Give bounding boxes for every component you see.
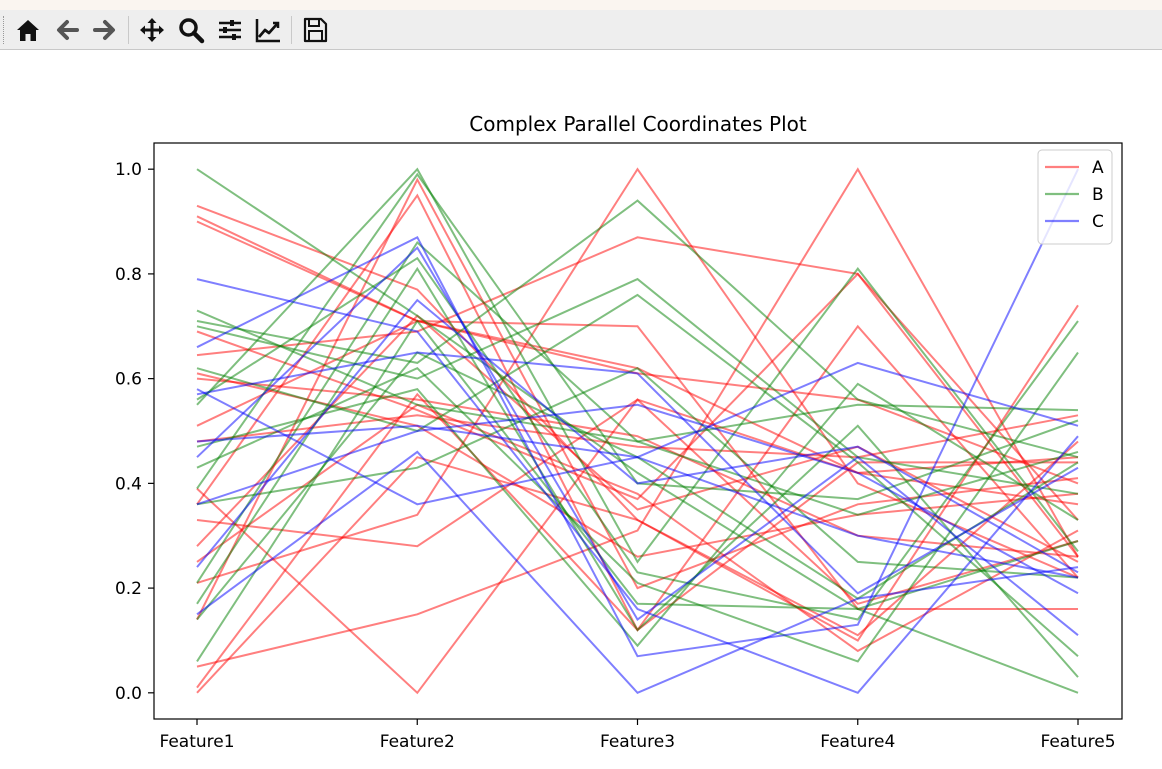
y-axis: 0.0 0.2 0.4 0.6 0.8 1.0	[115, 160, 154, 704]
series-line-B	[196, 382, 1079, 648]
x-axis: Feature1 Feature2 Feature3 Feature4 Feature5	[159, 719, 1116, 752]
line-chart-icon	[255, 19, 280, 43]
series-line-A	[196, 272, 1079, 558]
series-line-B	[196, 240, 1079, 584]
x-tick-label: Feature1	[159, 732, 234, 752]
legend-label-A: A	[1092, 158, 1104, 178]
series-line-C	[196, 351, 1079, 595]
series-line-B	[196, 319, 1079, 662]
legend-label-B: B	[1092, 185, 1104, 205]
series-line-C	[196, 246, 1079, 636]
floppy-disk-icon	[303, 17, 328, 43]
series-line-B	[196, 367, 1079, 579]
back-button[interactable]	[50, 13, 84, 47]
series-line-A	[196, 398, 1079, 695]
y-tick-label: 0.2	[115, 579, 142, 599]
arrow-right-icon	[93, 20, 115, 40]
arrow-left-icon	[57, 20, 79, 40]
series-line-C	[196, 278, 1079, 694]
y-tick-label: 0.0	[115, 684, 142, 704]
configure-subplots-button[interactable]	[213, 13, 247, 47]
series-line-A	[196, 215, 1078, 610]
y-tick-label: 0.6	[115, 370, 142, 390]
series-line-A	[196, 167, 1079, 584]
series-line-B	[196, 256, 1079, 621]
series-line-A	[196, 440, 1079, 694]
legend[interactable]: ABC	[1037, 149, 1113, 245]
series-line-B	[196, 167, 1079, 564]
series-line-B	[196, 172, 1079, 501]
sliders-icon	[219, 20, 241, 40]
x-tick-label: Feature5	[1040, 732, 1115, 752]
y-tick-label: 1.0	[115, 160, 142, 180]
y-tick-label: 0.8	[115, 265, 142, 285]
x-tick-label: Feature4	[820, 732, 895, 752]
series-line-A	[196, 403, 1079, 653]
series-line-A	[196, 314, 1079, 563]
y-tick-label: 0.4	[115, 474, 142, 494]
series-line-A	[196, 414, 1079, 459]
series-line-C	[196, 403, 1079, 595]
move-icon	[140, 18, 164, 42]
home-button[interactable]	[11, 13, 45, 47]
x-tick-label: Feature2	[380, 732, 455, 752]
window-top-strip	[0, 0, 1162, 10]
pan-button[interactable]	[135, 13, 169, 47]
home-icon	[17, 20, 39, 41]
save-button[interactable]	[298, 13, 332, 47]
series-line-B	[196, 199, 1079, 459]
toolbar-separator	[128, 16, 129, 44]
x-tick-label: Feature3	[600, 732, 675, 752]
series-line-B	[196, 277, 1079, 495]
data-lines	[196, 167, 1079, 695]
series-line-B	[196, 168, 1079, 694]
series-line-B	[196, 293, 1079, 657]
series-line-C	[196, 424, 1079, 579]
chart-figure: Complex Parallel Coordinates Plot 0.0 0.2…	[115, 112, 1123, 752]
chart-title: Complex Parallel Coordinates Plot	[469, 112, 807, 136]
series-line-A	[196, 177, 1079, 620]
zoom-button[interactable]	[174, 13, 208, 47]
series-line-A	[196, 236, 1079, 521]
toolbar-separator	[291, 16, 292, 44]
navigation-toolbar	[0, 10, 1162, 50]
forward-button[interactable]	[88, 13, 122, 47]
legend-label-C: C	[1092, 212, 1104, 232]
series-line-C	[196, 450, 1079, 694]
series-line-B	[196, 266, 1079, 678]
series-line-B	[196, 351, 1079, 663]
magnifier-icon	[179, 18, 205, 44]
series-line-A	[196, 167, 1079, 668]
series-line-C	[196, 298, 1079, 574]
series-line-C	[196, 168, 1079, 658]
edit-axis-button[interactable]	[251, 13, 285, 47]
toolbar-grip[interactable]	[3, 16, 6, 44]
